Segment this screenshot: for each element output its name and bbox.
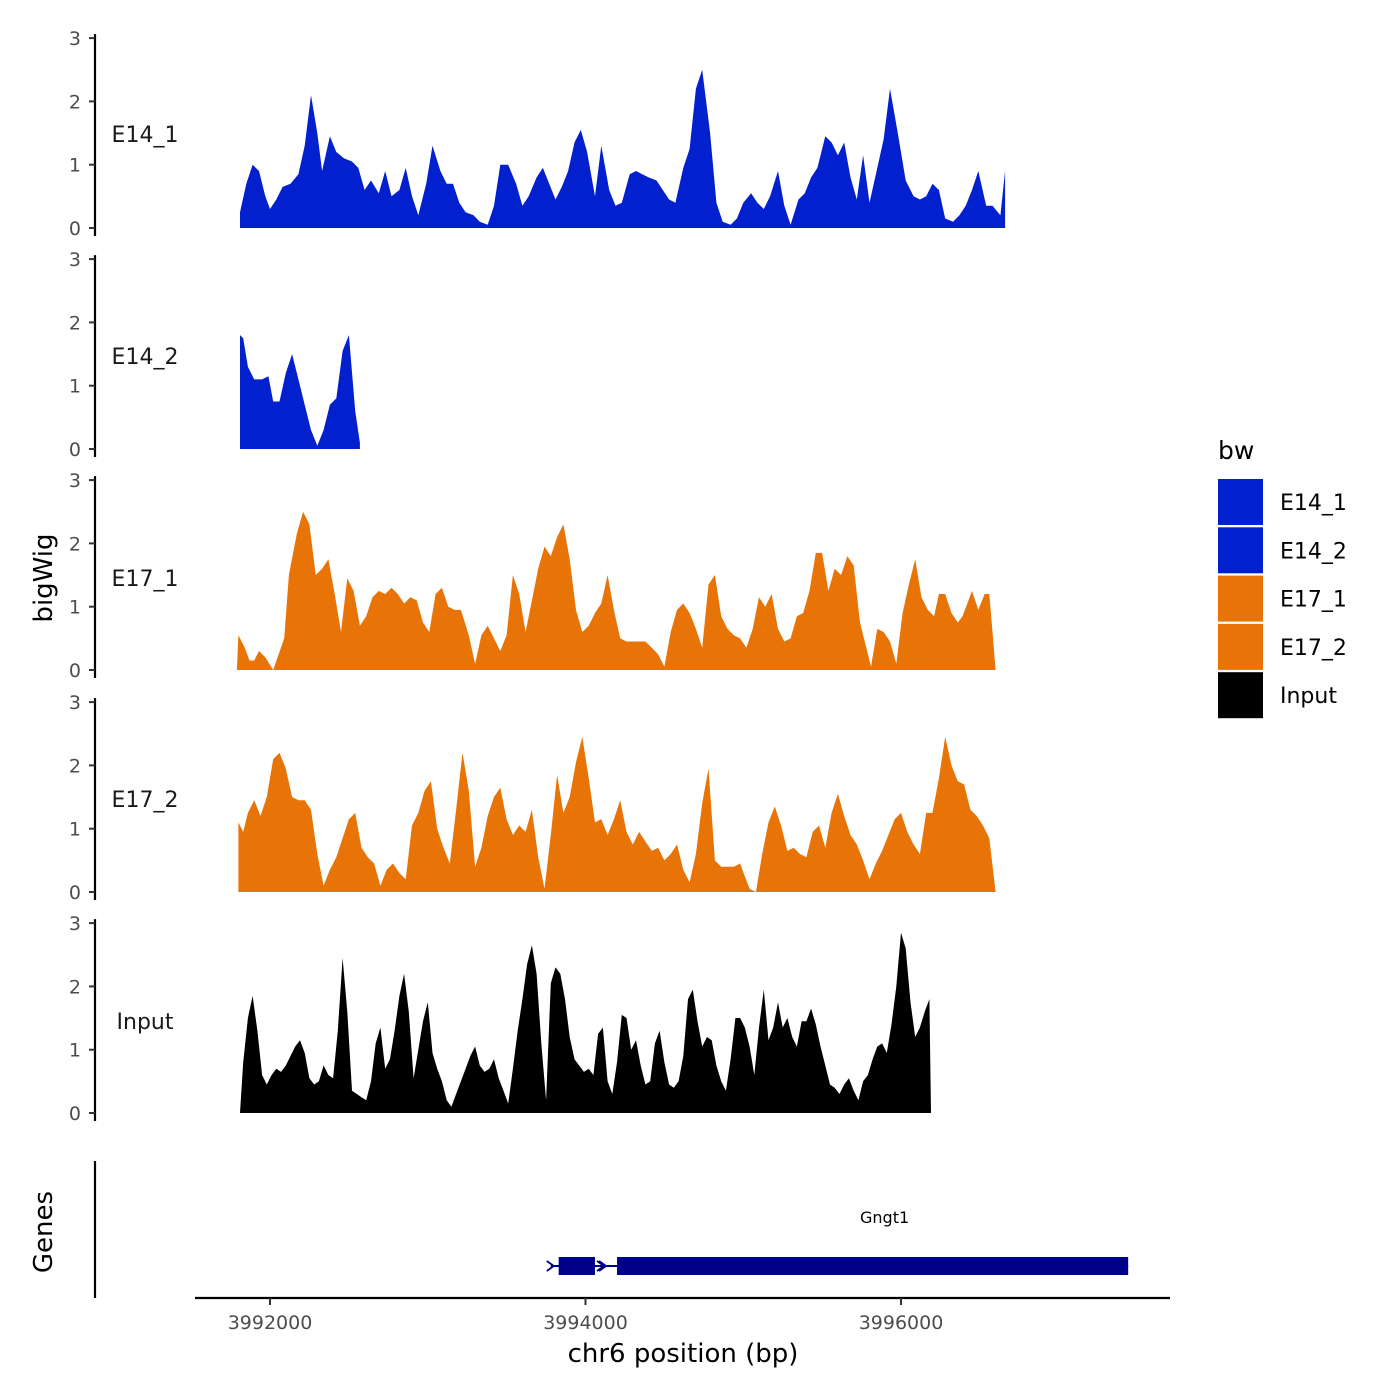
legend-swatch [1218,575,1263,622]
legend-label: E14_2 [1280,539,1347,564]
y-tick-label: 0 [69,660,81,682]
strand-arrow [546,1260,556,1272]
legend-label: Input [1280,684,1337,709]
track-e14-2: 0 1 2 3 E14_2 [69,249,360,461]
y-tick-label: 2 [69,312,81,334]
legend: bw E14_1 E14_2 E17_1 E17_2 Input [1218,436,1347,719]
legend-swatch [1218,479,1263,525]
legend-swatch [1218,672,1263,719]
x-axis-title: chr6 position (bp) [568,1339,799,1369]
coverage-area-e14-1 [240,69,1006,228]
track-label: E14_1 [112,123,179,148]
x-tick-label: 3992000 [228,1312,313,1334]
y-tick-label: 0 [69,218,81,240]
y-tick-label: 1 [69,155,81,177]
track-e14-1: 0 1 2 3 E14_1 [69,28,1006,240]
y-tick-label: 3 [69,28,81,50]
y-tick-label: 3 [69,913,81,935]
legend-item-e14-2: E14_2 [1218,527,1347,574]
track-input: 0 1 2 3 Input [69,913,931,1125]
coverage-area-e14-2 [240,335,360,449]
gene-exon [617,1257,1129,1275]
legend-item-e17-2: E17_2 [1218,623,1347,670]
tracks: 0 1 2 3 E14_1 0 1 2 3 E14_2 0 1 2 3 E17_1 0 1 2 3 E17_2 0 1 2 3… [69,28,1006,1125]
gene-track: Gngt1 [93,1161,1129,1298]
strand-arrow [596,1260,606,1272]
strand-arrow [598,1260,608,1272]
coverage-area-e17-2 [238,736,996,892]
x-tick-label: 3996000 [859,1312,944,1334]
track-label: Input [117,1010,174,1035]
y-tick-label: 1 [69,376,81,398]
y-tick-label: 1 [69,819,81,841]
y-tick-label: 2 [69,533,81,555]
legend-label: E17_2 [1280,636,1347,661]
legend-label: E14_1 [1280,491,1347,516]
coverage-area-input [240,932,931,1113]
track-e17-2: 0 1 2 3 E17_2 [69,692,996,904]
y-tick-label: 1 [69,597,81,619]
legend-swatch [1218,623,1263,670]
legend-item-e14-1: E14_1 [1218,479,1347,525]
y-tick-label: 2 [69,91,81,113]
legend-title: bw [1218,436,1254,465]
y-tick-label: 3 [69,692,81,714]
y-tick-label: 3 [69,249,81,271]
gene-gngt1: Gngt1 [546,1208,1129,1275]
genes-axis-title: Genes [29,1191,59,1273]
y-tick-label: 0 [69,882,81,904]
y-tick-label: 2 [69,755,81,777]
legend-item-e17-1: E17_1 [1218,575,1347,622]
gene-label: Gngt1 [860,1208,909,1227]
y-axis-title: bigWig [29,533,59,622]
y-tick-label: 1 [69,1040,81,1062]
track-label: E17_2 [112,788,179,813]
track-label: E17_1 [112,567,179,592]
legend-label: E17_1 [1280,588,1347,613]
legend-swatch [1218,527,1263,574]
y-tick-label: 3 [69,470,81,492]
track-e17-1: 0 1 2 3 E17_1 [69,470,996,682]
y-tick-label: 2 [69,976,81,998]
x-tick-label: 3994000 [543,1312,628,1334]
legend-item-input: Input [1218,672,1337,719]
y-tick-label: 0 [69,439,81,461]
x-axis: 3992000 3994000 3996000 [195,1296,1170,1334]
gene-exon [558,1257,595,1275]
coverage-area-e17-1 [236,511,996,670]
y-tick-label: 0 [69,1103,81,1125]
legend-items: E14_1 E14_2 E17_1 E17_2 Input [1218,479,1347,719]
track-label: E14_2 [112,345,179,370]
